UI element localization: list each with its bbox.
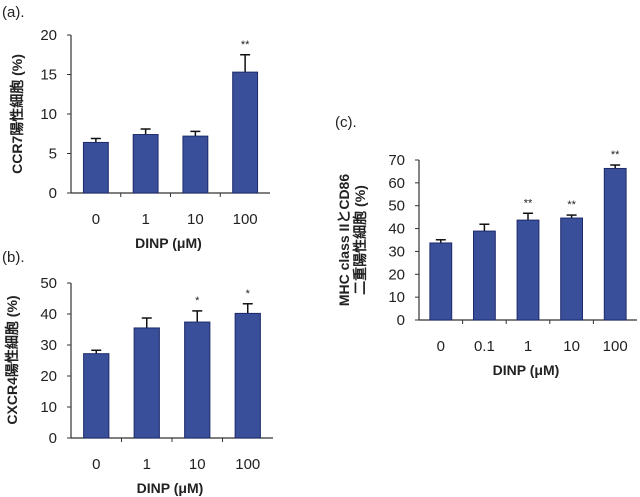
y-tick-label: 30 xyxy=(40,337,57,354)
significance-marker: ** xyxy=(611,149,620,161)
y-tick-label: 20 xyxy=(40,27,57,44)
significance-marker: * xyxy=(195,295,200,307)
x-tick-label: 1 xyxy=(143,456,151,473)
x-axis-title: DINP (μM) xyxy=(493,362,560,378)
panel-label: (b). xyxy=(2,249,25,266)
panel-label: (a). xyxy=(2,4,25,21)
bar xyxy=(182,135,209,194)
y-tick-label: 0 xyxy=(397,312,405,329)
panel-label: (c). xyxy=(335,114,357,131)
y-axis-title: CXCR4陽性細胞 (%) xyxy=(4,295,20,424)
bar xyxy=(232,71,259,194)
significance-marker: * xyxy=(246,288,251,300)
significance-marker: ** xyxy=(567,199,576,211)
bar xyxy=(603,167,627,321)
chart-panel-c: (c). 0 10 20 30 40 50 60 70 0 0.1 ** 1 ** 10 ** 100 DINP … xyxy=(335,114,637,378)
chart-panel-a: (a). 0 5 10 15 20 0 1 10 ** 100 DINP (μM) CCR7陽性細胞 (… xyxy=(2,4,270,251)
bar xyxy=(234,312,261,439)
x-axis-title: DINP (μM) xyxy=(135,235,202,251)
bar xyxy=(133,327,160,439)
x-tick-label: 100 xyxy=(233,211,258,228)
bar xyxy=(132,134,159,194)
bar xyxy=(560,217,584,321)
y-tick-label: 20 xyxy=(40,368,57,385)
x-tick-label: 0.1 xyxy=(474,338,495,355)
bar xyxy=(82,141,109,194)
significance-marker: ** xyxy=(241,39,250,51)
x-tick-label: 100 xyxy=(603,338,628,355)
y-tick-label: 0 xyxy=(49,185,57,202)
bar xyxy=(83,353,110,439)
bar xyxy=(473,230,496,321)
x-tick-label: 10 xyxy=(187,211,204,228)
x-tick-label: 0 xyxy=(92,456,100,473)
y-tick-label: 50 xyxy=(388,198,405,215)
y-tick-label: 0 xyxy=(49,430,57,447)
bar xyxy=(516,219,540,321)
y-tick-label: 50 xyxy=(40,275,57,292)
y-tick-label: 40 xyxy=(40,306,57,323)
y-tick-label: 40 xyxy=(388,221,405,238)
y-tick-label: 10 xyxy=(388,289,405,306)
x-tick-label: 10 xyxy=(189,456,206,473)
y-tick-label: 20 xyxy=(388,266,405,283)
y-tick-label: 10 xyxy=(40,399,57,416)
x-tick-label: 0 xyxy=(437,338,445,355)
y-tick-label: 70 xyxy=(388,152,405,169)
y-tick-label: 30 xyxy=(388,243,405,260)
bar xyxy=(429,242,453,321)
x-tick-label: 1 xyxy=(141,211,149,228)
x-tick-label: 100 xyxy=(235,456,260,473)
x-tick-label: 0 xyxy=(92,211,100,228)
chart-panel-b: (b). 0 10 20 30 40 50 0 1 * 10 * 100 DINP (μM) CXCR4陽性… xyxy=(2,249,273,496)
y-axis-title: CCR7陽性細胞 (%) xyxy=(9,54,25,174)
y-tick-label: 15 xyxy=(40,67,57,84)
y-axis-title: MHC class IIとCD86 xyxy=(336,174,352,306)
y-tick-label: 60 xyxy=(388,175,405,192)
x-axis-title: DINP (μM) xyxy=(137,480,204,496)
significance-marker: ** xyxy=(524,197,533,209)
x-tick-label: 10 xyxy=(563,338,580,355)
x-tick-label: 1 xyxy=(524,338,532,355)
y-axis-title: 二重陽性細胞 (%) xyxy=(352,185,368,295)
y-tick-label: 5 xyxy=(49,146,57,163)
bar xyxy=(184,321,211,439)
y-tick-label: 10 xyxy=(40,106,57,123)
